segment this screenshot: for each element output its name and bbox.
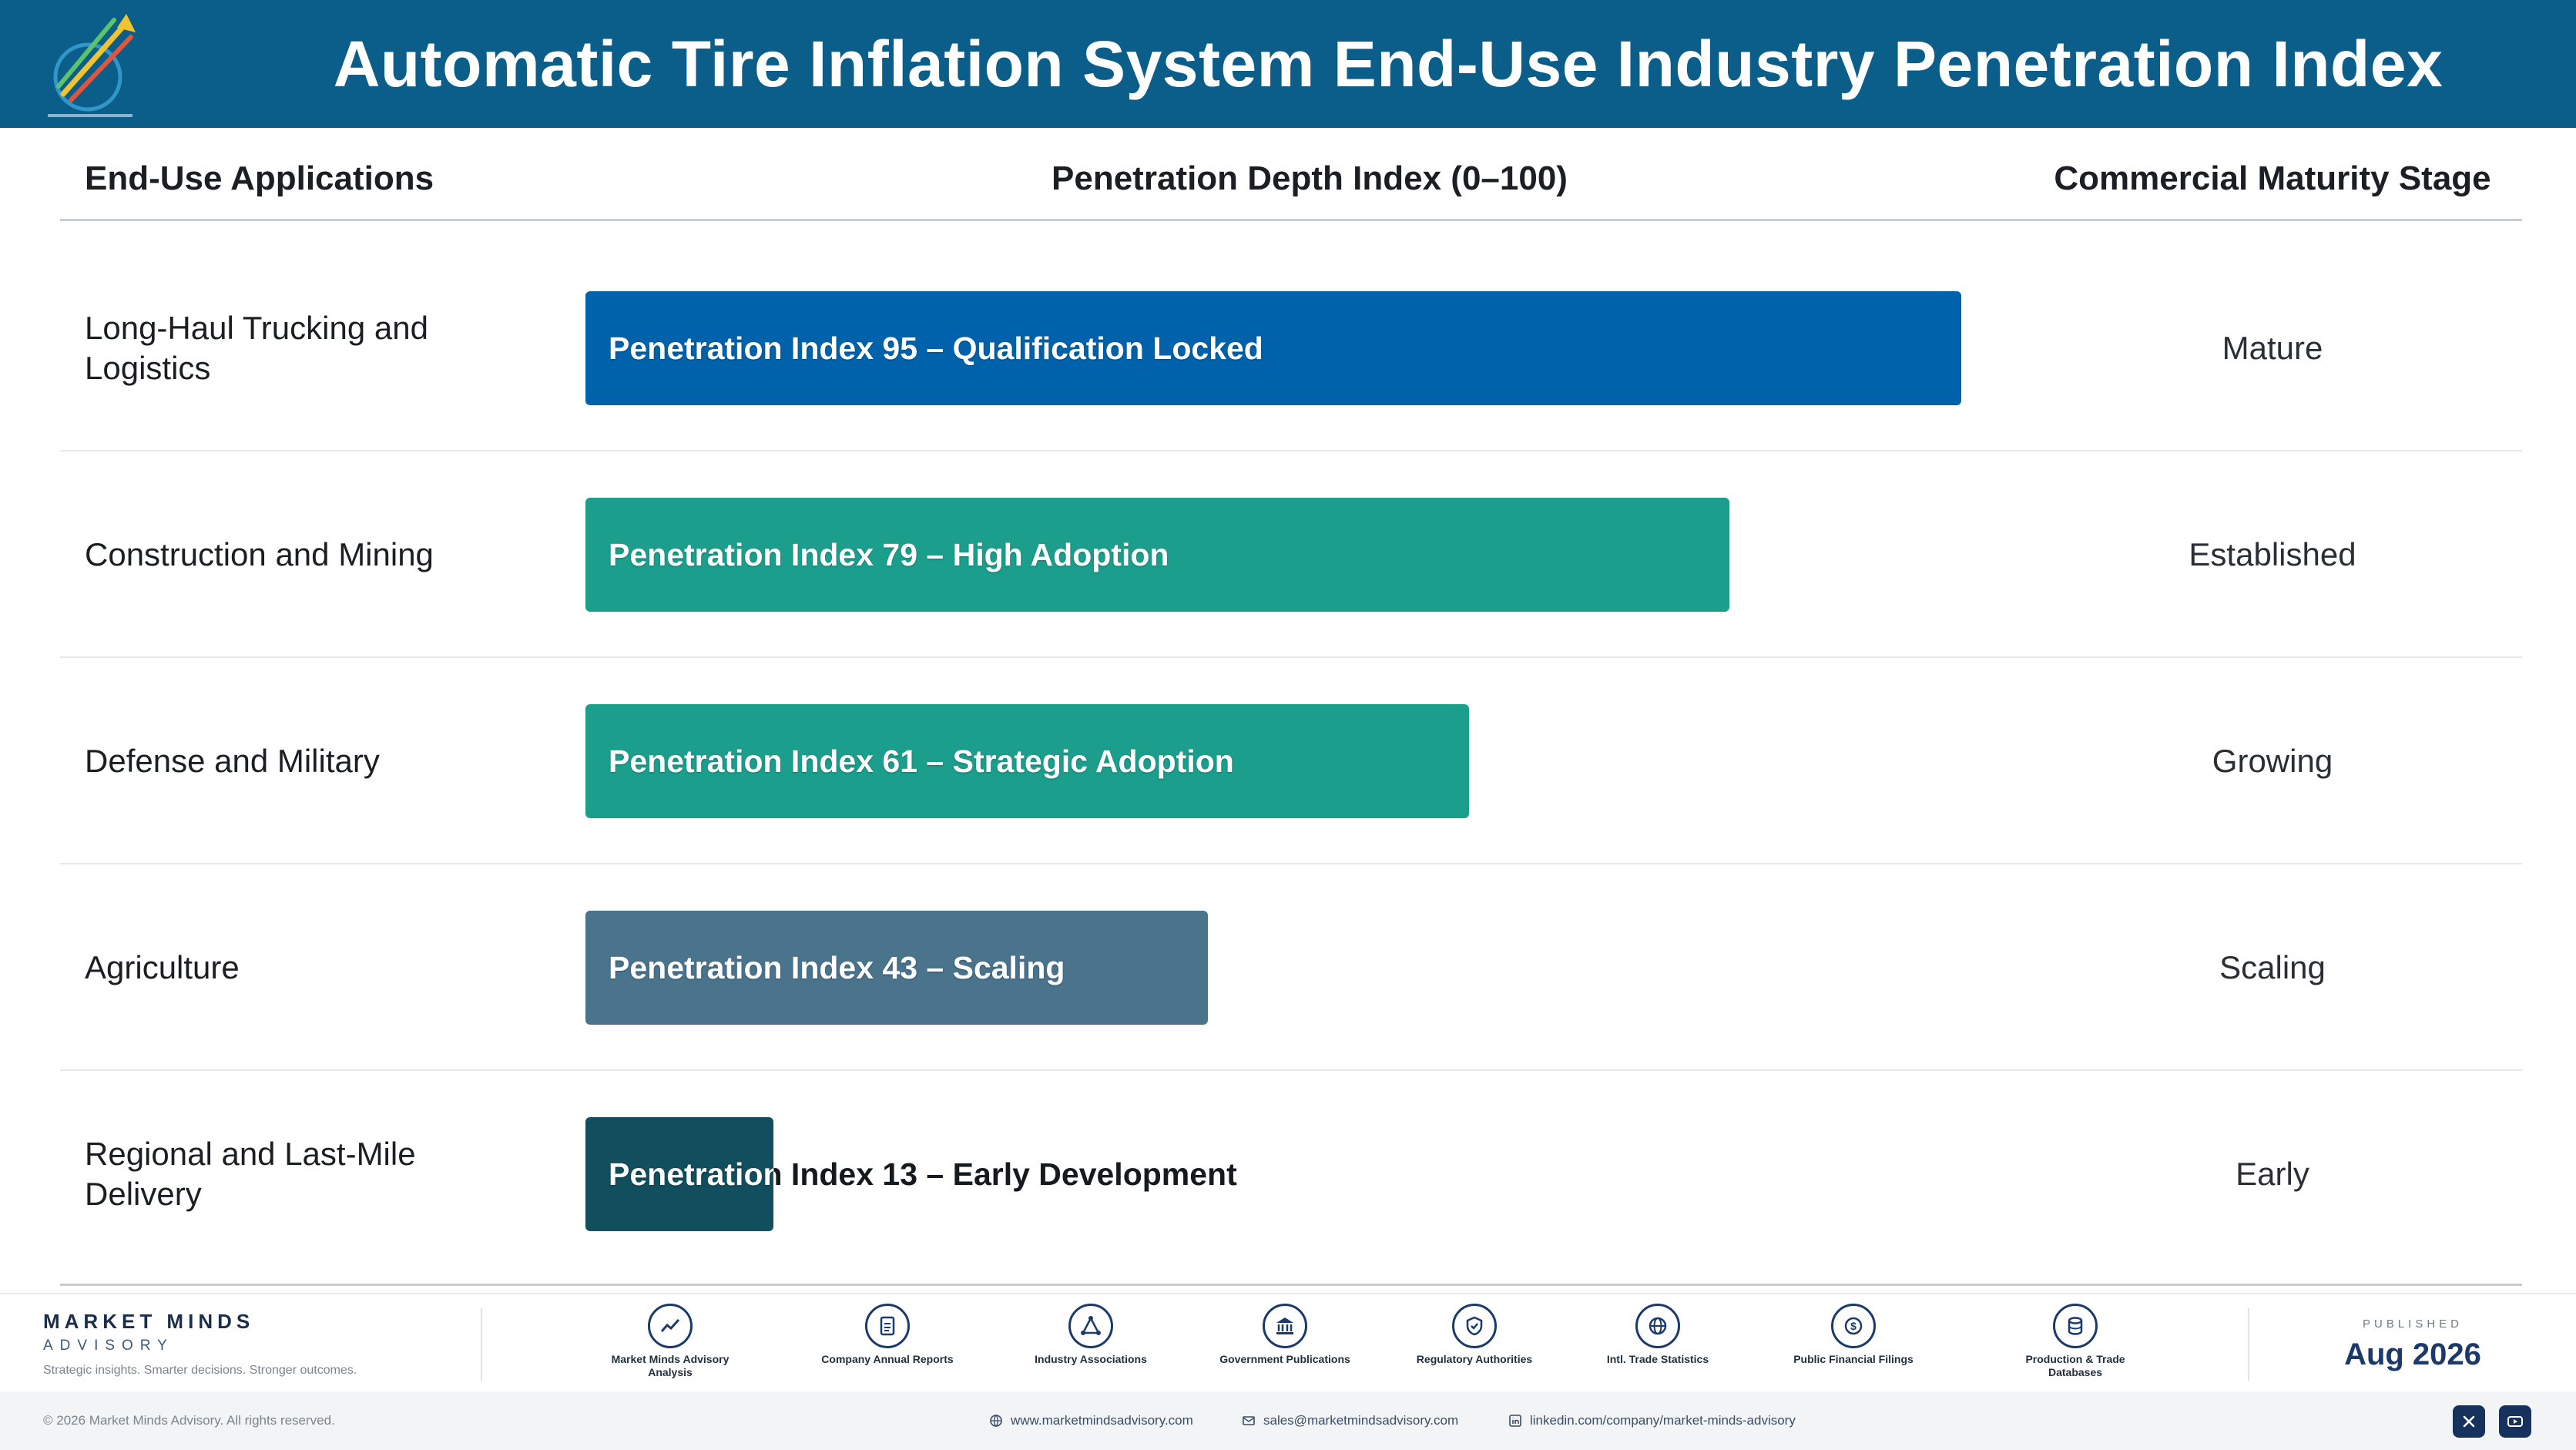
- published-label: PUBLISHED: [2357, 1317, 2468, 1331]
- footer-sources-bar: MARKET MINDS ADVISORY Strategic insights…: [0, 1293, 2576, 1391]
- database-icon: [2053, 1304, 2098, 1348]
- maturity-stage: Mature: [2003, 245, 2542, 451]
- trend-chart-icon: [648, 1304, 693, 1348]
- maturity-stage: Growing: [2003, 658, 2542, 864]
- svg-text:$: $: [1850, 1320, 1857, 1332]
- maturity-stage: Early: [2003, 1071, 2542, 1277]
- source-production-trade-databases: Production & Trade Databases: [2006, 1304, 2145, 1379]
- source-public-financial-filings: $ Public Financial Filings: [1784, 1304, 1923, 1366]
- chart-row: Regional and Last-Mile Delivery Penetrati…: [60, 1071, 2522, 1277]
- footer: MARKET MINDS ADVISORY Strategic insights…: [0, 1293, 2576, 1450]
- source-regulatory-authorities: Regulatory Authorities: [1405, 1304, 1544, 1366]
- linkedin-icon: [1508, 1414, 1522, 1428]
- header-divider: [60, 219, 2522, 221]
- source-market-minds-analysis: Market Minds Advisory Analysis: [601, 1304, 740, 1379]
- category-label: Construction and Mining: [85, 451, 547, 658]
- website-link[interactable]: www.marketmindsadvisory.com: [989, 1391, 1193, 1450]
- chart-row: Agriculture Penetration Index 43 – Scalin…: [60, 864, 2522, 1071]
- published-date: Aug 2026: [2326, 1338, 2499, 1372]
- youtube-icon[interactable]: [2499, 1405, 2531, 1438]
- source-intl-trade-statistics: Intl. Trade Statistics: [1588, 1304, 1727, 1366]
- category-label: Long-Haul Trucking and Logistics: [85, 245, 485, 451]
- globe-icon: [989, 1414, 1003, 1428]
- brand-tagline: Strategic insights. Smarter decisions. S…: [43, 1364, 357, 1378]
- bar-data-label: Penetration Index 79 – High Adoption: [609, 498, 1169, 612]
- maturity-stage: Established: [2003, 451, 2542, 658]
- source-annual-reports: Company Annual Reports: [818, 1304, 957, 1366]
- network-icon: [1068, 1304, 1113, 1348]
- source-industry-associations: Industry Associations: [1021, 1304, 1160, 1366]
- government-building-icon: [1263, 1304, 1307, 1348]
- bar-data-label: Penetration Index 61 – Strategic Adoptio…: [609, 704, 1234, 818]
- shield-check-icon: [1452, 1304, 1497, 1348]
- email-link[interactable]: sales@marketmindsadvisory.com: [1242, 1391, 1458, 1450]
- maturity-stage: Scaling: [2003, 864, 2542, 1071]
- title-bar: Automatic Tire Inflation System End-Use …: [0, 0, 2576, 128]
- column-header-stage: Commercial Maturity Stage: [2003, 154, 2542, 203]
- document-icon: [865, 1304, 910, 1348]
- category-label: Regional and Last-Mile Delivery: [85, 1071, 454, 1277]
- footer-divider: [2248, 1308, 2249, 1381]
- column-header-applications: End-Use Applications: [85, 154, 434, 203]
- linkedin-link[interactable]: linkedin.com/company/market-minds-adviso…: [1508, 1391, 1796, 1450]
- category-label: Defense and Military: [85, 658, 547, 864]
- footer-divider: [481, 1308, 482, 1381]
- source-government-publications: Government Publications: [1216, 1304, 1354, 1366]
- bar-data-label: Penetration Index 95 – Qualification Loc…: [609, 291, 1263, 405]
- globe-icon: [1635, 1304, 1680, 1348]
- column-header-index: Penetration Depth Index (0–100): [847, 154, 1772, 203]
- brand-subtitle: ADVISORY: [43, 1338, 174, 1354]
- copyright: © 2026 Market Minds Advisory. All rights…: [43, 1391, 335, 1450]
- dollar-coin-icon: $: [1831, 1304, 1876, 1348]
- x-social-icon[interactable]: [2453, 1405, 2485, 1438]
- footer-contact-bar: © 2026 Market Minds Advisory. All rights…: [0, 1391, 2576, 1450]
- bar-data-label: Penetration Index 43 – Scaling: [609, 911, 1065, 1025]
- page-title: Automatic Tire Inflation System End-Use …: [200, 0, 2576, 128]
- brand-name: MARKET MINDS: [43, 1310, 254, 1334]
- chart-row: Long-Haul Trucking and Logistics Penetrat…: [60, 245, 2522, 451]
- chart-row: Construction and Mining Penetration Index…: [60, 451, 2522, 658]
- market-minds-logo-icon: [40, 9, 149, 123]
- chart-bottom-divider: [60, 1284, 2522, 1286]
- category-label: Agriculture: [85, 864, 547, 1071]
- chart-row: Defense and Military Penetration Index 61…: [60, 658, 2522, 864]
- mail-icon: [1242, 1414, 1256, 1428]
